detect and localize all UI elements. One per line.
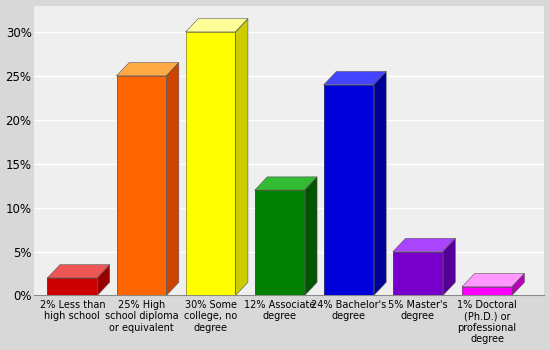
- Polygon shape: [324, 71, 386, 85]
- Polygon shape: [462, 273, 524, 287]
- Polygon shape: [462, 287, 512, 295]
- Polygon shape: [324, 85, 373, 295]
- Polygon shape: [97, 265, 109, 295]
- Polygon shape: [186, 32, 235, 295]
- Polygon shape: [117, 63, 179, 76]
- Polygon shape: [235, 19, 248, 295]
- Polygon shape: [117, 76, 166, 295]
- Polygon shape: [186, 19, 248, 32]
- Polygon shape: [47, 265, 109, 278]
- Polygon shape: [255, 177, 317, 190]
- Polygon shape: [373, 71, 386, 295]
- Polygon shape: [255, 190, 305, 295]
- Polygon shape: [47, 278, 97, 295]
- Polygon shape: [305, 177, 317, 295]
- Polygon shape: [443, 238, 455, 295]
- Polygon shape: [512, 273, 524, 295]
- Polygon shape: [393, 238, 455, 252]
- Polygon shape: [166, 63, 179, 295]
- Polygon shape: [393, 252, 443, 295]
